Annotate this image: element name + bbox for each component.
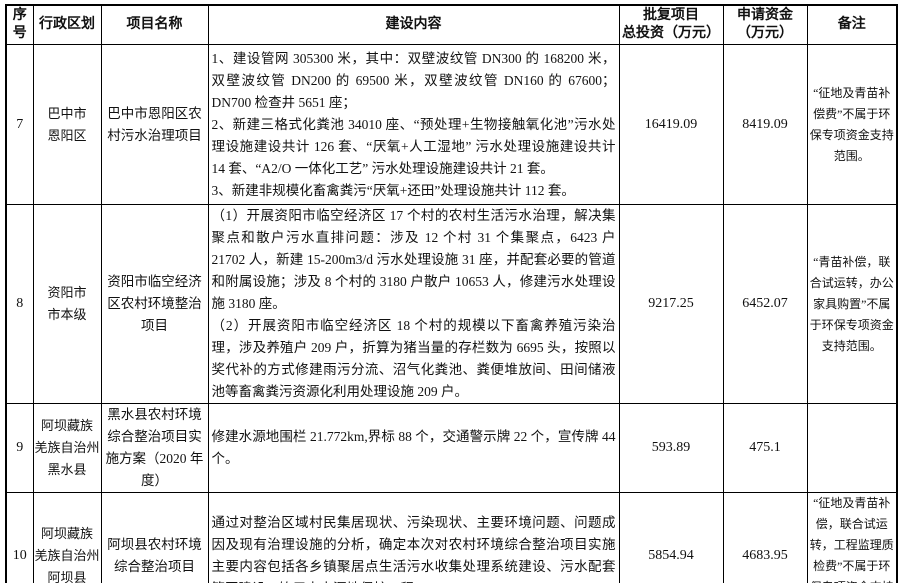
construction-content-cell: 修建水源地围栏 21.772km,界标 88 个，交通警示牌 22 个，宣传牌 … [207,403,620,493]
construction-content-cell: 1、建设管网 305300 米，其中：双壁波纹管 DN300 的 168200 … [207,44,620,205]
region-cell: 巴中市 恩阳区 [32,44,102,205]
table-body: 7 巴中市 恩阳区 巴中市恩阳区农村污水治理项目 1、建设管网 305300 米… [5,44,898,583]
applied-funds-cell: 8419.09 [722,44,808,205]
region-cell: 阿坝藏族 羌族自治州 阿坝县 [32,492,102,583]
remark-cell: “征地及青苗补偿，联合试运转，工程监理质检费”不属于环保专项资金支持范围。 [806,492,898,583]
column-header-region: 行政区划 [32,4,102,45]
applied-funds-cell: 6452.07 [722,204,808,404]
column-header-remarks: 备注 [806,4,898,45]
project-name-cell: 黑水县农村环境综合整治项目实施方案（2020 年度） [100,403,209,493]
table-row: 9 阿坝藏族 羌族自治州 黑水县 黑水县农村环境综合整治项目实施方案（2020 … [5,403,898,493]
column-header-construction-content: 建设内容 [207,4,620,45]
applied-funds-cell: 4683.95 [722,492,808,583]
header-row: 序号 行政区划 项目名称 建设内容 批复项目 总投资（万元） 申请资金 （万元）… [5,4,898,45]
applied-funds-cell: 475.1 [722,403,808,493]
column-header-index: 序号 [5,4,34,45]
region-cell: 阿坝藏族 羌族自治州 黑水县 [32,403,102,493]
region-cell: 资阳市 市本级 [32,204,102,404]
row-number-cell: 8 [5,204,34,404]
row-number-cell: 10 [5,492,34,583]
projects-table: 序号 行政区划 项目名称 建设内容 批复项目 总投资（万元） 申请资金 （万元）… [5,4,898,583]
column-header-approved-investment: 批复项目 总投资（万元） [618,4,724,45]
construction-content-cell: 通过对整治区域村民集居现状、污染现状、主要环境问题、问题成因及现有治理设施的分析… [207,492,620,583]
table-row: 8 资阳市 市本级 资阳市临空经济区农村环境整治项目 （1）开展资阳市临空经济区… [5,204,898,404]
approved-investment-cell: 9217.25 [618,204,724,404]
remark-cell: “青苗补偿，联合试运转，办公家具购置”不属于环保专项资金支持范围。 [806,204,898,404]
row-number-cell: 7 [5,44,34,205]
column-header-applied-funds: 申请资金 （万元） [722,4,808,45]
table-row: 7 巴中市 恩阳区 巴中市恩阳区农村污水治理项目 1、建设管网 305300 米… [5,44,898,205]
table-row: 10 阿坝藏族 羌族自治州 阿坝县 阿坝县农村环境综合整治项目 通过对整治区域村… [5,492,898,583]
column-header-project-name: 项目名称 [100,4,209,45]
construction-content-cell: （1）开展资阳市临空经济区 17 个村的农村生活污水治理，解决集聚点和散户污水直… [207,204,620,404]
project-name-cell: 资阳市临空经济区农村环境整治项目 [100,204,209,404]
approved-investment-cell: 16419.09 [618,44,724,205]
project-name-cell: 阿坝县农村环境综合整治项目 [100,492,209,583]
approved-investment-cell: 593.89 [618,403,724,493]
approved-investment-cell: 5854.94 [618,492,724,583]
table-header: 序号 行政区划 项目名称 建设内容 批复项目 总投资（万元） 申请资金 （万元）… [5,4,898,45]
row-number-cell: 9 [5,403,34,493]
remark-cell [806,403,898,493]
project-name-cell: 巴中市恩阳区农村污水治理项目 [100,44,209,205]
remark-cell: “征地及青苗补偿费”不属于环保专项资金支持范围。 [806,44,898,205]
